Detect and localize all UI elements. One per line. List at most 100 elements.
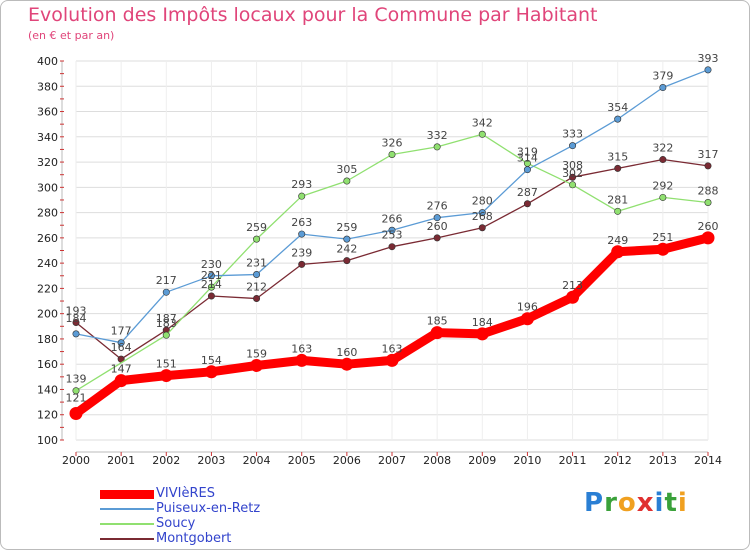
x-tick-label: 2006 [333,454,361,467]
data-label: 319 [517,145,538,158]
data-point [659,156,667,164]
data-label: 221 [201,269,222,282]
logo-letter: t [664,488,678,518]
data-label: 164 [111,341,132,354]
data-point [656,242,670,256]
data-label: 317 [698,148,719,161]
data-point [117,339,125,347]
data-point [611,245,625,259]
data-label: 154 [201,354,222,367]
data-label: 332 [427,129,448,142]
data-label: 213 [562,279,583,292]
data-label: 147 [111,363,132,376]
data-point [614,164,622,172]
data-point [614,115,622,123]
y-tick-label: 300 [37,181,58,194]
y-tick-label: 200 [37,308,58,321]
data-point [388,243,396,251]
data-label: 184 [66,312,87,325]
data-point [204,365,218,379]
data-point [162,288,170,296]
data-label: 287 [517,186,538,199]
data-point [343,177,351,185]
logo-letter: i [677,488,688,518]
data-label: 292 [652,179,673,192]
data-point [523,166,531,174]
data-label: 259 [246,221,267,234]
data-point [433,143,441,151]
y-tick-label: 380 [37,80,58,93]
legend-label: Puiseux-en-Retz [156,501,261,516]
y-tick-label: 100 [37,434,58,447]
data-label: 314 [517,152,538,165]
data-point [114,374,128,388]
data-label: 354 [607,101,628,114]
data-point [478,224,486,232]
legend-swatch [100,489,154,499]
y-tick-label: 340 [37,131,58,144]
y-tick-label: 240 [37,257,58,270]
legend-label: Montgobert [156,531,232,546]
data-label: 326 [382,136,403,149]
data-point [72,387,80,395]
y-tick-label: 400 [37,55,58,68]
legend-swatch [100,538,154,540]
logo-letter: r [604,488,618,518]
data-point [704,198,712,206]
data-point [523,200,531,208]
series-line-2 [75,133,709,392]
y-tick-label: 360 [37,106,58,119]
data-label: 342 [472,116,493,129]
data-point [253,271,261,279]
data-label: 163 [382,342,403,355]
data-point [430,326,444,340]
data-point [704,162,712,170]
data-label: 260 [427,220,448,233]
data-point [569,142,577,150]
data-point [433,214,441,222]
data-label: 121 [66,391,87,404]
data-label: 259 [336,221,357,234]
data-label: 276 [427,200,448,213]
data-label: 163 [291,342,312,355]
data-label: 293 [291,178,312,191]
data-label: 177 [111,325,132,338]
y-tick-label: 280 [37,207,58,220]
data-label: 239 [291,246,312,259]
data-point [569,173,577,181]
data-label: 184 [472,316,493,329]
data-label: 393 [698,52,719,65]
data-point [72,319,80,327]
data-point [295,353,309,367]
data-point [162,331,170,339]
data-point [253,295,261,303]
data-point [298,192,306,200]
data-label: 263 [291,216,312,229]
legend-swatch [100,508,154,510]
data-point [520,312,534,326]
x-tick-label: 2012 [604,454,632,467]
data-label: 183 [156,317,177,330]
data-point [433,234,441,242]
data-label: 281 [607,193,628,206]
x-tick-label: 2013 [649,454,677,467]
data-label: 231 [246,257,267,270]
data-point [478,130,486,138]
data-label: 160 [336,346,357,359]
y-tick-label: 260 [37,232,58,245]
y-tick-label: 160 [37,358,58,371]
data-label: 230 [201,258,222,271]
y-tick-label: 140 [37,383,58,396]
data-point [343,257,351,265]
logo-letter: P [584,488,605,518]
data-point [475,327,489,341]
data-point [207,283,215,291]
data-label: 288 [698,184,719,197]
data-point [385,353,399,367]
data-point [569,181,577,189]
data-point [388,226,396,234]
data-point [298,260,306,268]
x-tick-label: 2008 [423,454,451,467]
x-tick-label: 2007 [378,454,406,467]
data-label: 253 [382,229,403,242]
